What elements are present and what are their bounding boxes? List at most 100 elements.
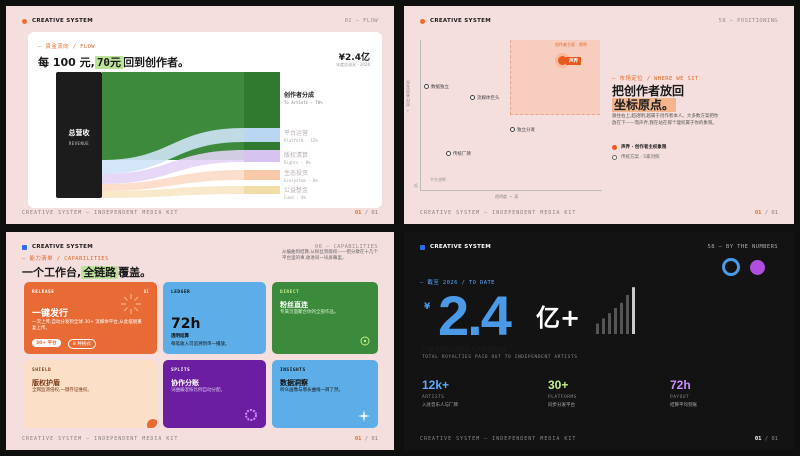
stat-platforms: 30+ PLATFORMS 同步分发平台 <box>548 378 577 408</box>
flow-band-fund <box>102 186 244 198</box>
flow-total-sub: 年度总流水 · 2026 <box>336 62 370 67</box>
chip-formats: 8 种格式 <box>68 339 96 349</box>
page-current: 01 <box>754 436 762 442</box>
flower-icon <box>360 336 370 346</box>
outflow-sub: Platform · 12% <box>284 138 318 143</box>
page-indicator: 01 / 01 <box>755 210 778 216</box>
tile-heading: 数据洞察 <box>280 379 308 387</box>
tile-tag: DIRECT <box>280 290 300 295</box>
big-number: 2.4 <box>438 284 512 347</box>
numbers-subtitle-en: TOTAL ROYALTIES PAID OUT TO INDEPENDENT … <box>422 355 578 360</box>
tile-number: 01 <box>143 290 149 295</box>
me-label: 声弄 <box>566 57 581 65</box>
title-pre: 一个工作台, <box>22 266 82 279</box>
point-marker <box>470 95 475 100</box>
tile-heading: 一键发行 <box>32 309 69 319</box>
stat-payout: 72h PAYOUT 结算平均到账 <box>670 378 697 408</box>
ring-icon <box>722 258 740 276</box>
stat-label2: 入驻音乐人与厂牌 <box>422 403 458 408</box>
revenue-block: 总营收 REVENUE <box>56 72 102 198</box>
legend-dot-icon <box>612 154 617 160</box>
flow-kicker: — 资金流向 / FLOW <box>38 44 96 50</box>
stat-value: 72h <box>670 378 691 392</box>
gear-icon <box>245 409 257 421</box>
outflow-rights: 版权清算 Rights · 8% <box>284 150 311 165</box>
point-marker <box>510 127 515 132</box>
positioning-body: 跟往右上,超透明,越属于创作者本人。大多数方案把你放在下——而声弄,我在站在那个… <box>612 114 719 126</box>
hot-quadrant <box>510 40 600 115</box>
footer: CREATIVE SYSTEM — INDEPENDENT MEDIA KIT <box>420 210 577 216</box>
tile-desc2: 每笔收入可追溯到单一播放。 <box>171 342 230 347</box>
legend-item-me: 声弄 · 创作者主权象限 <box>612 144 666 150</box>
flow-band-platform <box>102 128 244 174</box>
stat-label2: 同步分发平台 <box>548 403 575 408</box>
brand-dot-icon <box>420 244 425 250</box>
title-post: 覆盖。 <box>118 266 152 279</box>
page-sep: / <box>361 210 372 216</box>
outflow-label: 生态投资 <box>284 170 309 177</box>
outflow-platform: 平台运营 Platform · 12% <box>284 128 318 143</box>
page-total: 01 <box>771 436 778 442</box>
outflow-sub: Ecosystem · 6% <box>284 178 318 183</box>
tile-tag: RELEASE <box>32 290 55 295</box>
brand: CREATIVE SYSTEM <box>420 244 491 250</box>
point-label: 独立分发 <box>517 128 535 133</box>
outflow-label: 公益基金 <box>284 187 309 194</box>
tile-tag: SHIELD <box>32 368 52 373</box>
purple-dot-icon <box>750 260 765 275</box>
tile-release[interactable]: RELEASE 01 一键发行 一次上传,自动分发到全球 30+ 流媒体平台,从… <box>24 282 157 354</box>
capabilities-desc: 从编曲到结算,从粉丝到版权——把分散在十几个平台里的事,收进同一块屏幕里。 <box>282 250 378 261</box>
flow-slide: CREATIVE SYSTEM 02 — FLOW — 资金流向 / FLOW … <box>6 6 394 224</box>
tile-desc: 透明结算 <box>171 334 189 339</box>
x-axis <box>420 190 602 191</box>
footer: CREATIVE SYSTEM — INDEPENDENT MEDIA KIT <box>22 436 179 442</box>
x-axis-label: 透明度 → 高 <box>495 194 519 199</box>
flow-band-rights <box>102 150 244 184</box>
node-ecosystem <box>244 170 280 180</box>
brand-dot-icon <box>22 18 27 24</box>
legend-item-others: 传统方案 · 5家对照 <box>612 154 660 160</box>
positioning-title: 把创作者放回 坐标原点。 <box>612 84 684 112</box>
tile-ledger[interactable]: LEDGER 72h 透明结算 每笔收入可追溯到单一播放。 <box>163 282 266 354</box>
section-number: 58 — POSITIONING <box>718 18 778 24</box>
page-sep: / <box>761 436 772 442</box>
tile-insights[interactable]: INSIGHTS 数据洞察 听众画像与增长曲线一目了然。 <box>272 360 378 428</box>
brand: CREATIVE SYSTEM <box>420 18 491 24</box>
tile-desc: 全网监测侵权,一键存证维权。 <box>32 388 92 393</box>
growth-bar <box>632 287 635 334</box>
title-line1: 把创作者放回 <box>612 84 685 98</box>
brand-name: CREATIVE SYSTEM <box>430 244 491 250</box>
node-fund <box>244 186 280 194</box>
chip-platforms: 30+ 平台 <box>32 339 61 347</box>
y-low-tick: 低 <box>414 183 418 188</box>
tile-direct[interactable]: DIRECT 粉丝直连 专属页面聚合你的全部作品。 <box>272 282 378 354</box>
growth-bar <box>608 313 611 334</box>
brand-dot-icon <box>22 244 27 250</box>
page-indicator: 01 / 01 <box>355 436 378 442</box>
me-marker <box>558 56 567 65</box>
stat-label: PAYOUT <box>670 395 690 400</box>
growth-bar <box>620 302 623 334</box>
tile-shield[interactable]: SHIELD 版权护盾 全网监测侵权,一键存证维权。 <box>24 360 157 428</box>
page-total: 01 <box>371 210 378 216</box>
node-platform <box>244 128 280 142</box>
legend-label: 声弄 · 创作者主权象限 <box>621 145 667 150</box>
tile-splits[interactable]: SPLITS 协作分账 词曲编混按比例自动分配。 <box>163 360 266 428</box>
brand-dot-icon <box>420 18 425 24</box>
flow-band-artists <box>102 72 244 198</box>
brand-name: CREATIVE SYSTEM <box>32 18 93 24</box>
brand-name: CREATIVE SYSTEM <box>32 244 93 250</box>
tile-tag: LEDGER <box>171 290 191 295</box>
growth-bar <box>596 323 599 334</box>
legend-dot-icon <box>612 144 617 150</box>
tile-heading: 72h <box>171 316 201 332</box>
page-indicator: 01 / 01 <box>355 210 378 216</box>
page-current: 01 <box>354 210 362 216</box>
stat-value: 30+ <box>548 378 569 392</box>
flow-title-pre: 每 100 元, <box>38 56 95 69</box>
growth-bars <box>596 287 635 334</box>
outflow-ecosystem: 生态投资 Ecosystem · 6% <box>284 168 318 183</box>
sankey-flows <box>102 72 280 198</box>
outflow-label: 平台运营 <box>284 130 309 137</box>
tile-desc: 一次上传,自动分发到全球 30+ 流媒体平台,从此摆脱重复上传。 <box>32 320 142 331</box>
